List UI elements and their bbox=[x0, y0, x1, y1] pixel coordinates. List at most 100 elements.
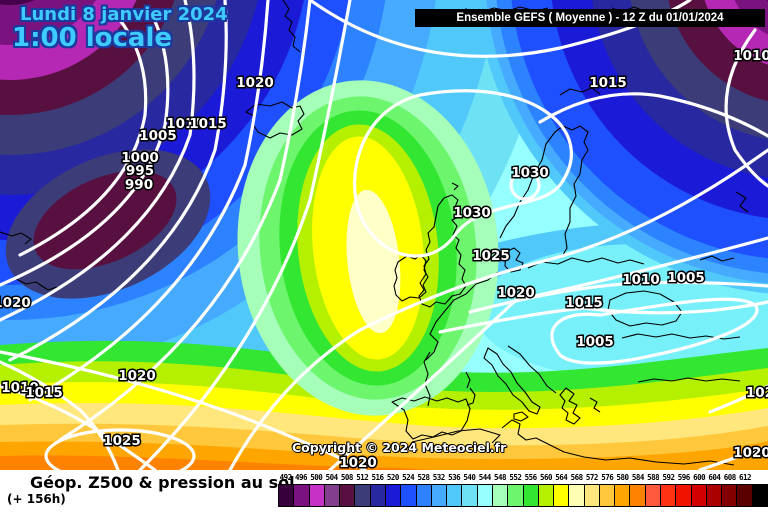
legend-footer: Géop. Z500 & pression au sol (+ 156h) 49… bbox=[0, 470, 768, 512]
colorbar-tick: 528 bbox=[417, 473, 430, 482]
geopotential-map: 9909951000100510101015102010201015101010… bbox=[0, 0, 768, 470]
date-overlay: Lundi 8 janvier 2024 1:00 locale bbox=[12, 4, 228, 52]
colorbar-tick: 536 bbox=[448, 473, 461, 482]
colorbar-cell bbox=[385, 485, 402, 506]
colorbar-tick: 576 bbox=[601, 473, 614, 482]
colorbar-tick: 500 bbox=[310, 473, 323, 482]
pressure-label: 1015 bbox=[589, 75, 627, 91]
model-run-bar: Ensemble GEFS ( Moyenne ) - 12 Z du 01/0… bbox=[415, 9, 765, 27]
colorbar-cell bbox=[294, 485, 310, 506]
pressure-label: 1020 bbox=[0, 295, 31, 311]
pressure-label: 1025 bbox=[472, 248, 510, 264]
colorbar-tick: 496 bbox=[294, 473, 308, 482]
colorbar-cell bbox=[416, 485, 432, 506]
colorbar-tick: 560 bbox=[539, 473, 553, 482]
colorbar-cell bbox=[691, 485, 707, 506]
colorbar-cell bbox=[554, 485, 570, 506]
colorbar-tick: 572 bbox=[585, 473, 599, 482]
colorbar-tick: 524 bbox=[402, 473, 415, 482]
date-line: Lundi 8 janvier 2024 bbox=[20, 4, 228, 25]
colorbar-tick: 508 bbox=[340, 473, 354, 482]
pressure-label: 1015 bbox=[25, 385, 63, 401]
colorbar-cell bbox=[676, 485, 692, 506]
colorbar-tick: 588 bbox=[647, 473, 660, 482]
colorbar-tick: 504 bbox=[325, 473, 339, 482]
colorbar-cell bbox=[447, 485, 463, 506]
pressure-label: 1015 bbox=[565, 295, 603, 311]
pressure-label: 1020 bbox=[733, 445, 768, 461]
pressure-label: 1025 bbox=[103, 433, 141, 449]
colorbar-tick-values: 492 496 500 504 508 512 516 520 524 528 532 536 540 5… bbox=[278, 473, 768, 483]
forecast-lead-time: (+ 156h) bbox=[7, 492, 66, 506]
colorbar-tick: 564 bbox=[555, 473, 568, 482]
pressure-label: 1030 bbox=[511, 165, 549, 181]
pressure-label: 995 bbox=[126, 163, 154, 179]
colorbar-cell bbox=[615, 485, 631, 506]
colorbar-cell bbox=[355, 485, 371, 506]
time-line: 1:00 locale bbox=[12, 22, 172, 53]
z500-color-field bbox=[0, 0, 768, 470]
colorbar-tick: 568 bbox=[570, 473, 584, 482]
pressure-label: 1010 bbox=[166, 116, 204, 132]
colorbar: 492 496 500 504 508 512 516 520 524 528 532 536 540 5… bbox=[278, 473, 768, 507]
colorbar-cells bbox=[278, 484, 768, 507]
colorbar-cell bbox=[538, 485, 555, 506]
colorbar-tick: 552 bbox=[509, 473, 522, 482]
colorbar-cell bbox=[401, 485, 417, 506]
colorbar-tick: 584 bbox=[631, 473, 645, 482]
pressure-label: 1010 bbox=[1, 380, 39, 396]
pressure-label: 1010 bbox=[733, 48, 768, 64]
colorbar-tick: 544 bbox=[478, 473, 492, 482]
colorbar-tick: 516 bbox=[371, 473, 385, 482]
colorbar-cell bbox=[706, 485, 723, 506]
pressure-label: 990 bbox=[125, 177, 153, 193]
colorbar-cell bbox=[523, 485, 539, 506]
colorbar-cell bbox=[370, 485, 386, 506]
colorbar-tick: 548 bbox=[494, 473, 507, 482]
pressure-label: 102 bbox=[746, 385, 768, 401]
colorbar-tick-pad bbox=[753, 473, 768, 483]
colorbar-tick: 540 bbox=[463, 473, 476, 482]
colorbar-cell bbox=[645, 485, 662, 506]
colorbar-cell bbox=[752, 485, 767, 506]
colorbar-tick: 492 bbox=[279, 473, 293, 482]
colorbar-cell bbox=[508, 485, 524, 506]
pressure-label: 1005 bbox=[576, 334, 614, 350]
pressure-label: 1005 bbox=[139, 128, 177, 144]
pressure-label: 1020 bbox=[339, 455, 377, 470]
colorbar-cell bbox=[661, 485, 677, 506]
colorbar-tick: 612 bbox=[739, 473, 752, 482]
pressure-label: 1000 bbox=[121, 150, 159, 166]
colorbar-cell bbox=[477, 485, 493, 506]
map-region: 9909951000100510101015102010201015101010… bbox=[0, 0, 768, 470]
colorbar-tick: 608 bbox=[723, 473, 737, 482]
colorbar-cell bbox=[492, 485, 509, 506]
colorbar-cell bbox=[737, 485, 753, 506]
pressure-label: 1015 bbox=[189, 116, 227, 132]
colorbar-cell bbox=[584, 485, 600, 506]
colorbar-cell bbox=[599, 485, 616, 506]
map-title: Géop. Z500 & pression au sol bbox=[30, 473, 295, 492]
colorbar-cell bbox=[324, 485, 341, 506]
pressure-label: 1020 bbox=[118, 368, 156, 384]
colorbar-cell bbox=[309, 485, 325, 506]
colorbar-tick: 604 bbox=[708, 473, 721, 482]
pressure-label: 1005 bbox=[667, 270, 705, 286]
pressure-label: 1020 bbox=[236, 75, 274, 91]
pressure-label: 1020 bbox=[497, 285, 535, 301]
colorbar-tick: 556 bbox=[524, 473, 538, 482]
copyright-text: Copyright © 2024 Meteociel.fr bbox=[292, 440, 507, 455]
isobars bbox=[0, 0, 768, 470]
colorbar-tick: 600 bbox=[693, 473, 706, 482]
pressure-label: 1030 bbox=[453, 205, 491, 221]
colorbar-tick: 592 bbox=[662, 473, 675, 482]
colorbar-tick: 596 bbox=[677, 473, 691, 482]
colorbar-tick: 512 bbox=[356, 473, 369, 482]
colorbar-tick: 532 bbox=[432, 473, 446, 482]
colorbar-cell bbox=[722, 485, 738, 506]
colorbar-cell bbox=[279, 485, 295, 506]
pressure-labels: 9909951000100510101015102010201015101010… bbox=[0, 47, 768, 471]
colorbar-tick: 520 bbox=[386, 473, 400, 482]
colorbar-cell bbox=[569, 485, 585, 506]
